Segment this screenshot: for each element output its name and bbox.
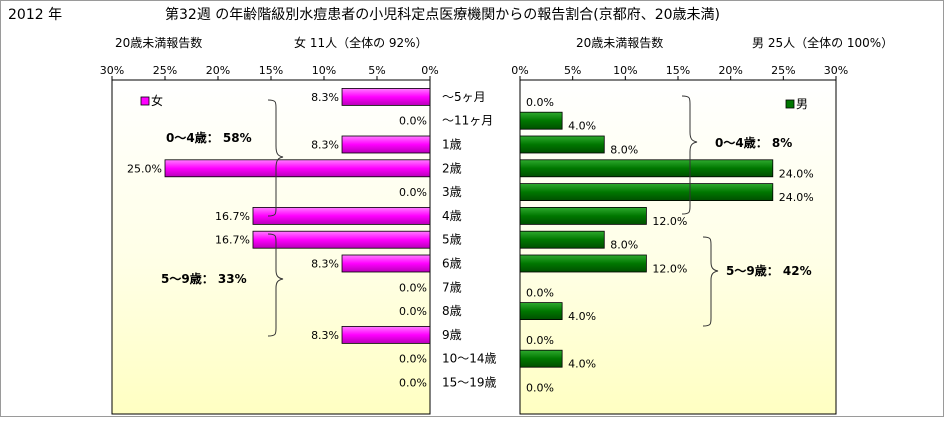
age-category-labels: ～5ヶ月 ～11ヶ月 1歳 2歳 3歳 4歳 5歳 6歳 7歳 8歳 9歳 10～14歳 15～19歳	[442, 90, 497, 390]
female-legend-swatch	[140, 96, 150, 106]
male-value-label: 12.0%	[652, 263, 687, 276]
male-bracket-5-9-label: 5～9歳： 42%	[726, 264, 812, 278]
female-value-label: 0.0%	[399, 115, 427, 128]
category-label: 7歳	[442, 280, 462, 294]
right-x-tick-label: 10%	[613, 64, 637, 77]
category-label: 9歳	[442, 328, 462, 342]
female-bracket-0-4	[267, 99, 284, 217]
category-label: 6歳	[442, 257, 462, 271]
female-bracket-0-4-label: 0～4歳： 58%	[166, 131, 252, 145]
female-bar	[252, 230, 431, 249]
male-value-label: 0.0%	[526, 382, 554, 395]
male-value-label: 4.0%	[568, 358, 596, 371]
left-x-tick-label: 10%	[312, 64, 336, 77]
left-x-tick-label: 15%	[259, 64, 283, 77]
right-x-tick-label: 0%	[511, 64, 528, 77]
male-bracket-0-4	[681, 95, 698, 215]
female-bar	[164, 159, 431, 178]
female-legend-label: 女	[151, 94, 164, 108]
left-x-tick-label: 30%	[100, 64, 124, 77]
male-value-label: 8.0%	[610, 239, 638, 252]
male-bar	[519, 111, 563, 130]
female-value-label: 16.7%	[215, 234, 250, 247]
male-value-label: 0.0%	[526, 334, 554, 347]
category-label: ～5ヶ月	[442, 90, 486, 104]
male-legend	[785, 99, 795, 109]
right-x-tick-label: 20%	[718, 64, 742, 77]
male-value-label: 4.0%	[568, 310, 596, 323]
female-bracket-5-9-label: 5～9歳： 33%	[161, 272, 247, 286]
male-value-labels: 0.0% 4.0% 8.0% 24.0% 24.0% 12.0% 8.0% 12.0% 0.0%…	[526, 96, 814, 395]
female-bar	[341, 325, 431, 344]
category-label: 1歳	[442, 138, 462, 152]
left-count-label: 20歳未満報告数	[115, 36, 203, 50]
right-count-label: 20歳未満報告数	[576, 36, 664, 50]
category-label: 5歳	[442, 233, 462, 247]
chart-title: 第32週 の年齢階級別水痘患者の小児科定点医療機関からの報告割合(京都府、20歳…	[165, 7, 721, 23]
female-value-labels: 8.3% 0.0% 8.3% 25.0% 0.0% 16.7% 16.7% 8.3% 0.0% 0…	[127, 91, 427, 390]
female-value-label: 0.0%	[399, 186, 427, 199]
left-x-axis: 0% 5% 10% 15% 20% 25% 30%	[100, 64, 439, 80]
male-bar-series	[519, 111, 774, 368]
left-summary: 女 11人（全体の 92%）	[294, 36, 428, 50]
male-bar	[519, 183, 774, 202]
male-bar	[519, 206, 647, 225]
left-x-tick-label: 0%	[421, 64, 438, 77]
right-x-tick-label: 30%	[824, 64, 848, 77]
female-bar	[341, 135, 431, 154]
female-value-label: 0.0%	[399, 353, 427, 366]
male-value-label: 0.0%	[526, 286, 554, 299]
female-bar	[341, 254, 431, 273]
female-value-label: 8.3%	[311, 91, 339, 104]
right-x-tick-label: 25%	[771, 64, 795, 77]
category-label: 15～19歳	[442, 376, 497, 390]
male-bar	[519, 302, 563, 321]
category-label: 10～14歳	[442, 352, 497, 366]
category-label: 4歳	[442, 209, 462, 223]
male-legend-label: 男	[796, 97, 809, 111]
right-x-axis: 0% 5% 10% 15% 20% 25% 30%	[511, 64, 848, 80]
male-bar	[519, 230, 605, 249]
right-summary: 男 25人（全体の 100%）	[752, 36, 894, 50]
left-x-tick-label: 25%	[153, 64, 177, 77]
female-value-label: 8.3%	[311, 329, 339, 342]
right-x-tick-label: 15%	[666, 64, 690, 77]
female-value-label: 25.0%	[127, 162, 162, 175]
category-label: 3歳	[442, 185, 462, 199]
category-label: ～11ヶ月	[442, 114, 493, 128]
female-legend	[140, 96, 150, 106]
female-value-label: 0.0%	[399, 281, 427, 294]
male-bar	[519, 159, 774, 178]
female-bracket-5-9	[267, 233, 284, 337]
male-value-label: 24.0%	[779, 167, 814, 180]
female-value-label: 0.0%	[399, 305, 427, 318]
male-value-label: 12.0%	[652, 215, 687, 228]
category-label: 2歳	[442, 161, 462, 175]
brackets	[267, 95, 719, 337]
category-label: 8歳	[442, 304, 462, 318]
female-value-label: 16.7%	[215, 210, 250, 223]
female-value-label: 0.0%	[399, 377, 427, 390]
year-label: 2012 年	[8, 7, 63, 23]
female-bar-series	[164, 88, 431, 344]
right-x-tick-label: 5%	[564, 64, 581, 77]
female-bar	[252, 206, 431, 225]
left-x-tick-label: 20%	[206, 64, 230, 77]
female-bar	[341, 88, 431, 106]
male-bracket-0-4-label: 0～4歳： 8%	[715, 136, 793, 150]
male-legend-swatch	[785, 99, 795, 109]
male-bar	[519, 254, 647, 273]
male-bar	[519, 135, 605, 154]
male-bracket-5-9	[702, 236, 719, 327]
female-value-label: 8.3%	[311, 139, 339, 152]
male-value-label: 24.0%	[779, 191, 814, 204]
female-value-label: 8.3%	[311, 258, 339, 271]
male-value-label: 4.0%	[568, 120, 596, 133]
male-value-label: 0.0%	[526, 96, 554, 109]
male-bar	[519, 349, 563, 368]
left-x-tick-label: 5%	[368, 64, 385, 77]
male-value-label: 8.0%	[610, 144, 638, 157]
